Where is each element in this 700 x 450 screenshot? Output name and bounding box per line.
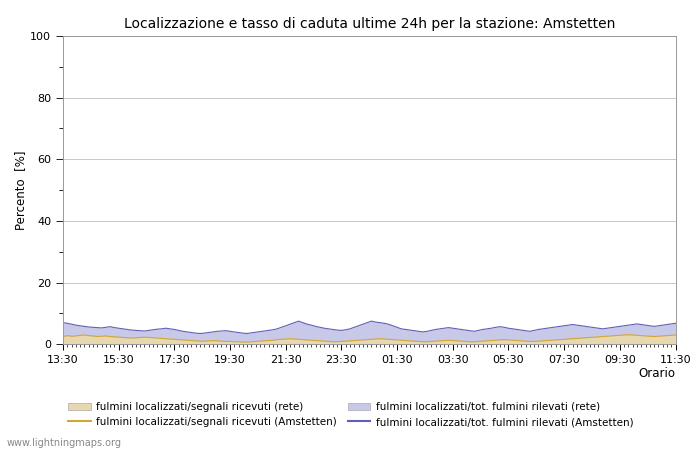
Text: Orario: Orario xyxy=(638,367,675,380)
Text: www.lightningmaps.org: www.lightningmaps.org xyxy=(7,438,122,448)
Legend: fulmini localizzati/segnali ricevuti (rete), fulmini localizzati/segnali ricevut: fulmini localizzati/segnali ricevuti (re… xyxy=(68,402,634,427)
Title: Localizzazione e tasso di caduta ultime 24h per la stazione: Amstetten: Localizzazione e tasso di caduta ultime … xyxy=(124,17,615,31)
Y-axis label: Percento  [%]: Percento [%] xyxy=(15,150,27,230)
